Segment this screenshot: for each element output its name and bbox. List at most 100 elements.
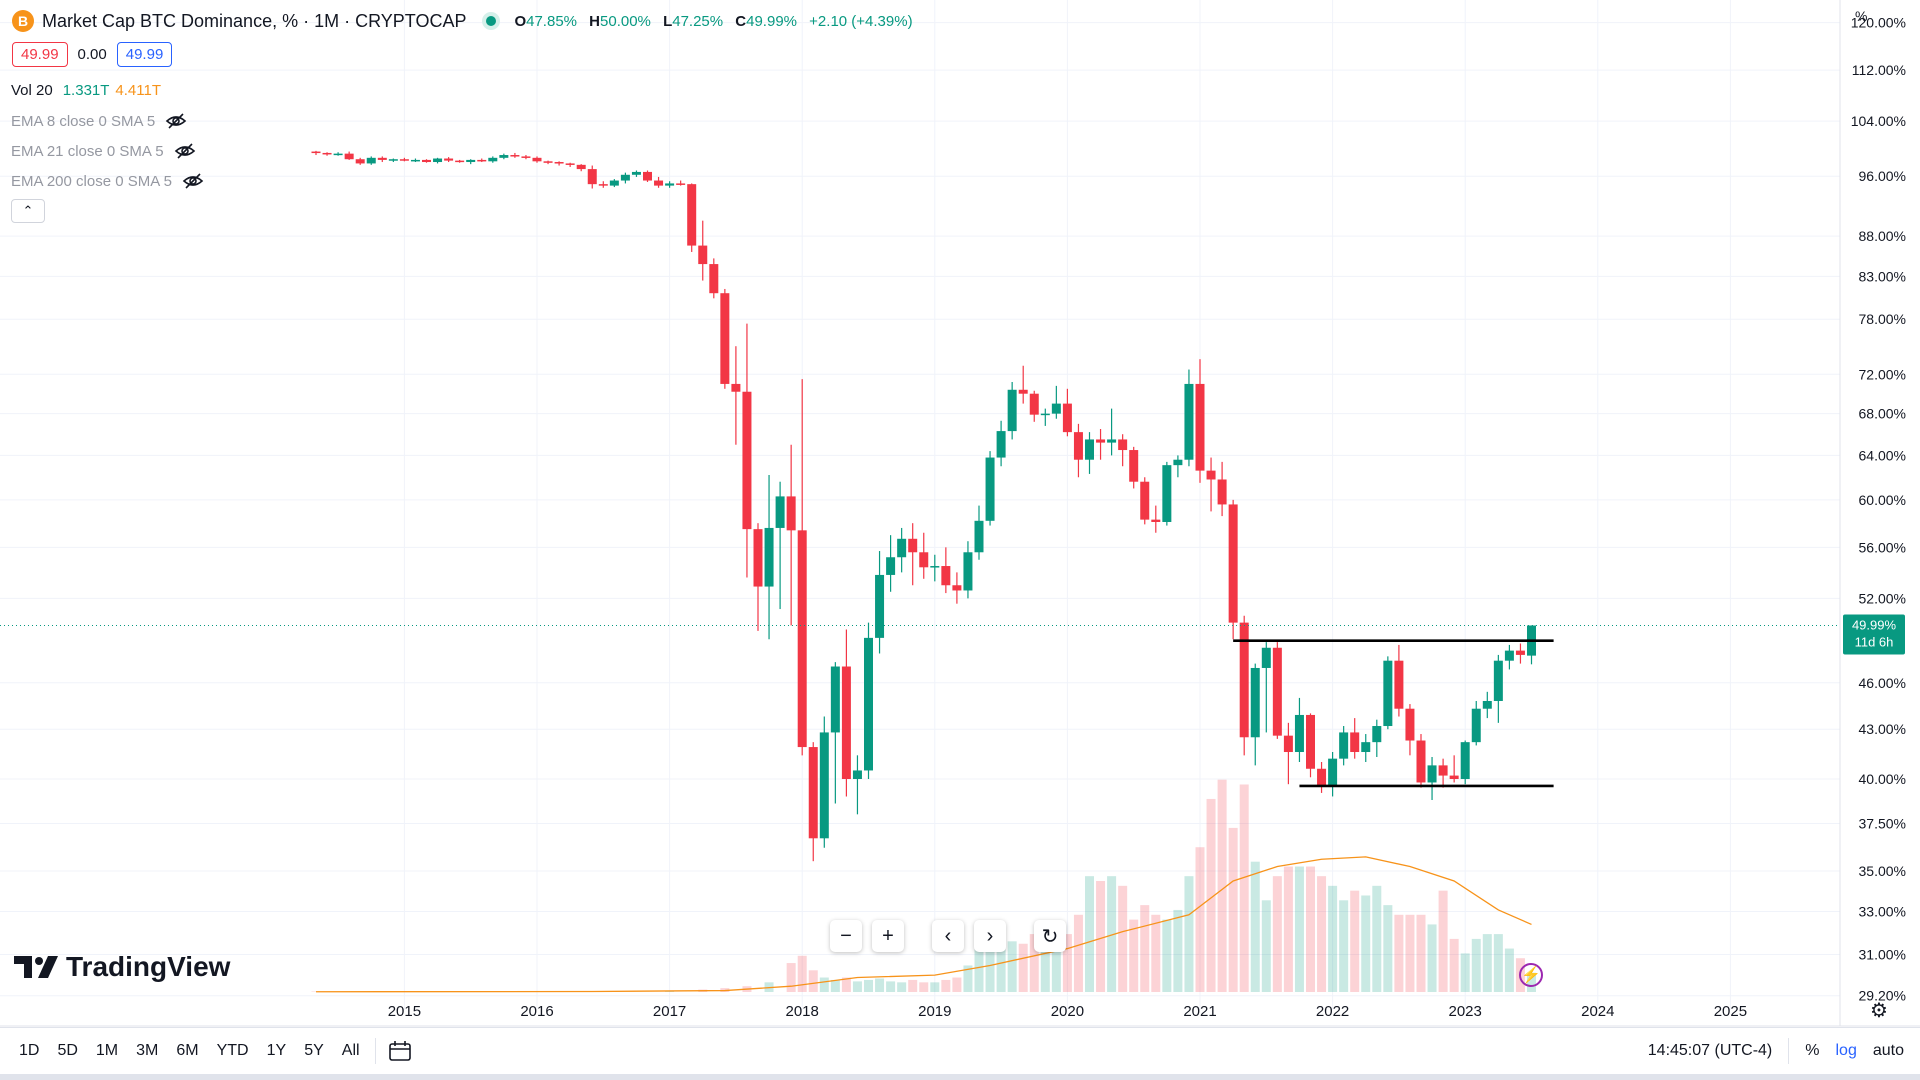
hidden-eye-icon[interactable] bbox=[182, 172, 204, 190]
scroll-right-button[interactable]: › bbox=[974, 920, 1006, 952]
zoom-out-button[interactable]: − bbox=[830, 920, 862, 952]
low-label: L bbox=[663, 12, 673, 30]
auto-scale-button[interactable]: auto bbox=[1872, 1041, 1904, 1059]
bottom-toolbar: 1D 5D 1M 3M 6M YTD 1Y 5Y All 14:45:07 (U… bbox=[0, 1027, 1920, 1073]
timeframe-5y[interactable]: 5Y bbox=[304, 1041, 324, 1059]
candle-down bbox=[797, 530, 807, 748]
volume-bar bbox=[1504, 948, 1514, 992]
high-label: H bbox=[589, 12, 601, 30]
gear-icon: ⚙ bbox=[1870, 1000, 1888, 1022]
chevron-up-icon: ⌃ bbox=[22, 203, 34, 218]
candle-down bbox=[1062, 403, 1072, 433]
candle-up bbox=[1383, 660, 1393, 727]
volume-bar bbox=[1007, 941, 1017, 992]
candle-down bbox=[1151, 519, 1161, 522]
y-tick-label: 112.00% bbox=[1852, 62, 1906, 78]
x-tick-label: 2015 bbox=[388, 1003, 421, 1020]
candle-down bbox=[1018, 389, 1028, 394]
volume-bar bbox=[1261, 900, 1271, 992]
volume-bar bbox=[1383, 905, 1393, 992]
percent-scale-button[interactable]: % bbox=[1805, 1041, 1820, 1059]
volume-bar bbox=[1217, 779, 1227, 992]
volume-bar bbox=[1195, 847, 1205, 992]
candle-down bbox=[444, 158, 454, 161]
toolbar-divider bbox=[1788, 1037, 1790, 1064]
candle-up bbox=[609, 180, 619, 186]
volume-bar bbox=[1438, 890, 1448, 992]
zoom-in-button[interactable]: + bbox=[872, 920, 904, 952]
candle-up bbox=[1261, 647, 1271, 668]
ema21-label: EMA 21 close 0 SMA 5 bbox=[11, 142, 164, 160]
candle-down bbox=[377, 157, 387, 160]
candle-up bbox=[886, 557, 896, 575]
candle-down bbox=[786, 496, 796, 531]
volume-bar bbox=[841, 977, 851, 992]
candle-down bbox=[676, 183, 686, 185]
candle-down bbox=[1449, 775, 1459, 780]
volume-bar bbox=[830, 979, 840, 992]
timeframe-ytd[interactable]: YTD bbox=[216, 1041, 249, 1059]
ema21-indicator[interactable]: EMA 21 close 0 SMA 5 bbox=[11, 142, 196, 160]
settings-icon[interactable]: ⚙ bbox=[1870, 998, 1888, 1023]
sell-price[interactable]: 49.99 bbox=[12, 42, 68, 67]
timeframe-5d[interactable]: 5D bbox=[57, 1041, 78, 1059]
volume-bar bbox=[819, 977, 829, 992]
y-tick-label: 29.20% bbox=[1859, 988, 1906, 1004]
timeframe-all[interactable]: All bbox=[341, 1041, 360, 1059]
chevron-right-icon: › bbox=[986, 924, 994, 947]
candle-down bbox=[1029, 393, 1039, 415]
quote-row: 49.99 0.00 49.99 bbox=[12, 42, 173, 67]
minus-icon: − bbox=[840, 924, 852, 947]
last-price-box bbox=[1843, 614, 1905, 655]
log-scale-button[interactable]: log bbox=[1835, 1041, 1857, 1059]
bolt-glyph: ⚡ bbox=[1521, 967, 1541, 984]
volume-bar bbox=[1250, 861, 1260, 992]
open-label: O bbox=[514, 12, 527, 30]
clock[interactable]: 14:45:07 (UTC-4) bbox=[1647, 1041, 1773, 1059]
date-range-icon[interactable] bbox=[388, 1040, 412, 1062]
symbol-title[interactable]: Market Cap BTC Dominance, % · 1M · CRYPT… bbox=[42, 10, 467, 31]
timeframe-1m[interactable]: 1M bbox=[95, 1041, 119, 1059]
reset-chart-button[interactable]: ↻ bbox=[1034, 920, 1066, 952]
candle-down bbox=[510, 155, 520, 157]
candle-down bbox=[808, 747, 818, 839]
candle-down bbox=[355, 159, 365, 164]
timeframe-1y[interactable]: 1Y bbox=[266, 1041, 287, 1059]
last-price-marker: 49.99% 11d 6h bbox=[0, 614, 1905, 655]
volume-bar bbox=[1239, 784, 1249, 992]
candle-up bbox=[875, 574, 885, 638]
candle-up bbox=[1471, 708, 1481, 743]
y-tick-label: 96.00% bbox=[1859, 168, 1906, 184]
chevron-left-icon: ‹ bbox=[944, 924, 952, 947]
x-tick-label: 2025 bbox=[1714, 1003, 1747, 1020]
timeframe-6m[interactable]: 6M bbox=[176, 1041, 199, 1059]
bolt-icon[interactable]: ⚡ bbox=[1519, 963, 1543, 987]
volume-bar bbox=[1283, 866, 1293, 992]
timeframe-1d[interactable]: 1D bbox=[19, 1041, 40, 1059]
volume-bar bbox=[1294, 866, 1304, 992]
candle-up bbox=[1339, 732, 1349, 759]
ema200-indicator[interactable]: EMA 200 close 0 SMA 5 bbox=[11, 172, 204, 190]
volume-bar bbox=[1350, 890, 1360, 992]
candle-down bbox=[1350, 732, 1360, 753]
candle-up bbox=[488, 157, 498, 162]
buy-price[interactable]: 49.99 bbox=[116, 42, 173, 67]
volume-bar bbox=[797, 955, 807, 992]
tradingview-logo[interactable]: TradingView bbox=[14, 951, 230, 983]
candle-down bbox=[1195, 383, 1205, 471]
scroll-left-button[interactable]: ‹ bbox=[932, 920, 964, 952]
hidden-eye-icon[interactable] bbox=[165, 112, 187, 130]
candle-down bbox=[919, 552, 929, 568]
horizontal-lines[interactable] bbox=[1233, 639, 1554, 788]
candle-down bbox=[1228, 504, 1238, 623]
volume-indicator[interactable]: Vol 20 1.331T 4.411T bbox=[11, 82, 161, 99]
last-price-label: 49.99% bbox=[1852, 618, 1897, 633]
ema8-indicator[interactable]: EMA 8 close 0 SMA 5 bbox=[11, 112, 187, 130]
candle-up bbox=[1250, 667, 1260, 738]
hidden-eye-icon[interactable] bbox=[174, 142, 196, 160]
volume-bar bbox=[886, 981, 896, 992]
collapse-legend-button[interactable]: ⌃ bbox=[11, 199, 45, 223]
horizontal-scrollbar[interactable] bbox=[0, 1074, 1920, 1080]
timeframe-3m[interactable]: 3M bbox=[136, 1041, 159, 1059]
